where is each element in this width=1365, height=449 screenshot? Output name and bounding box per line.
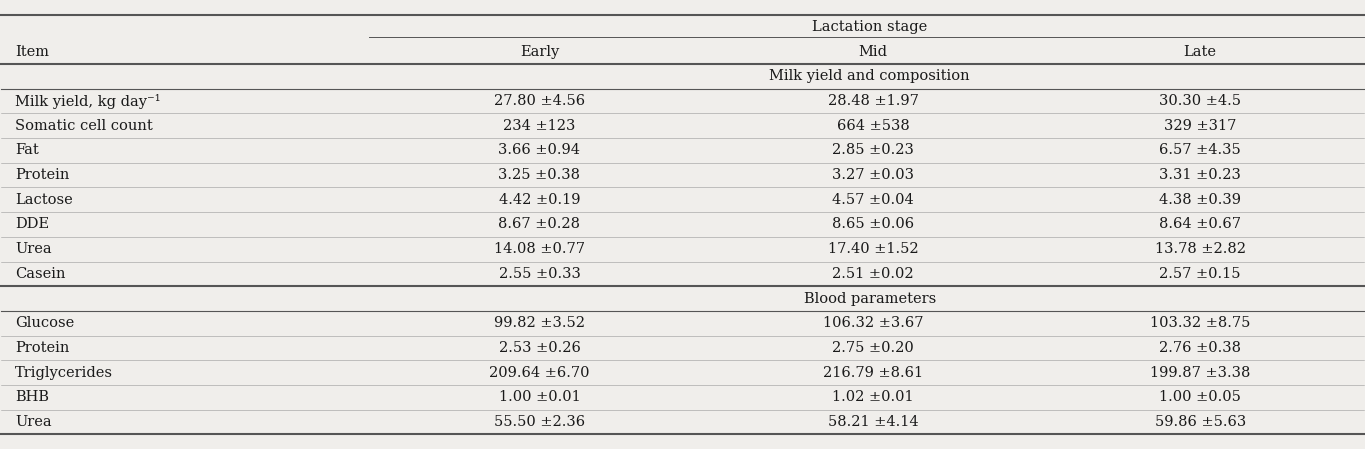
Text: Somatic cell count: Somatic cell count: [15, 119, 153, 133]
Text: Lactose: Lactose: [15, 193, 72, 207]
Text: 55.50 ±2.36: 55.50 ±2.36: [494, 415, 586, 429]
Text: Early: Early: [520, 45, 560, 59]
Text: Glucose: Glucose: [15, 316, 74, 330]
Text: 2.55 ±0.33: 2.55 ±0.33: [498, 267, 580, 281]
Text: 2.53 ±0.26: 2.53 ±0.26: [498, 341, 580, 355]
Text: 2.76 ±0.38: 2.76 ±0.38: [1159, 341, 1241, 355]
Text: 106.32 ±3.67: 106.32 ±3.67: [823, 316, 924, 330]
Text: Protein: Protein: [15, 341, 70, 355]
Text: 1.02 ±0.01: 1.02 ±0.01: [833, 390, 915, 404]
Text: 209.64 ±6.70: 209.64 ±6.70: [489, 365, 590, 379]
Text: Lactation stage: Lactation stage: [812, 20, 927, 34]
Text: 3.66 ±0.94: 3.66 ±0.94: [498, 144, 580, 158]
Text: 3.27 ±0.03: 3.27 ±0.03: [833, 168, 915, 182]
Text: 199.87 ±3.38: 199.87 ±3.38: [1149, 365, 1250, 379]
Text: Triglycerides: Triglycerides: [15, 365, 113, 379]
Text: Mid: Mid: [859, 45, 887, 59]
Text: 4.38 ±0.39: 4.38 ±0.39: [1159, 193, 1241, 207]
Text: BHB: BHB: [15, 390, 49, 404]
Text: Blood parameters: Blood parameters: [804, 291, 936, 305]
Text: 8.65 ±0.06: 8.65 ±0.06: [833, 217, 915, 232]
Text: 59.86 ±5.63: 59.86 ±5.63: [1155, 415, 1246, 429]
Text: 3.25 ±0.38: 3.25 ±0.38: [498, 168, 580, 182]
Text: Milk yield and composition: Milk yield and composition: [770, 70, 971, 84]
Text: 4.42 ±0.19: 4.42 ±0.19: [498, 193, 580, 207]
Text: Item: Item: [15, 45, 49, 59]
Text: 13.78 ±2.82: 13.78 ±2.82: [1155, 242, 1246, 256]
Text: 3.31 ±0.23: 3.31 ±0.23: [1159, 168, 1241, 182]
Text: 2.75 ±0.20: 2.75 ±0.20: [833, 341, 915, 355]
Text: Urea: Urea: [15, 242, 52, 256]
Text: 234 ±123: 234 ±123: [504, 119, 576, 133]
Text: 216.79 ±8.61: 216.79 ±8.61: [823, 365, 923, 379]
Text: 664 ±538: 664 ±538: [837, 119, 909, 133]
Text: Urea: Urea: [15, 415, 52, 429]
Text: 2.57 ±0.15: 2.57 ±0.15: [1159, 267, 1241, 281]
Text: 329 ±317: 329 ±317: [1164, 119, 1237, 133]
Text: 28.48 ±1.97: 28.48 ±1.97: [827, 94, 919, 108]
Text: Milk yield, kg day⁻¹: Milk yield, kg day⁻¹: [15, 94, 161, 109]
Text: DDE: DDE: [15, 217, 49, 232]
Text: Protein: Protein: [15, 168, 70, 182]
Text: 27.80 ±4.56: 27.80 ±4.56: [494, 94, 586, 108]
Text: 58.21 ±4.14: 58.21 ±4.14: [829, 415, 919, 429]
Text: 6.57 ±4.35: 6.57 ±4.35: [1159, 144, 1241, 158]
Text: 4.57 ±0.04: 4.57 ±0.04: [833, 193, 915, 207]
Text: Late: Late: [1183, 45, 1216, 59]
Text: Casein: Casein: [15, 267, 66, 281]
Text: Fat: Fat: [15, 144, 38, 158]
Text: 103.32 ±8.75: 103.32 ±8.75: [1149, 316, 1250, 330]
Text: 1.00 ±0.05: 1.00 ±0.05: [1159, 390, 1241, 404]
Text: 2.85 ±0.23: 2.85 ±0.23: [833, 144, 915, 158]
Text: 99.82 ±3.52: 99.82 ±3.52: [494, 316, 586, 330]
Text: 17.40 ±1.52: 17.40 ±1.52: [829, 242, 919, 256]
Text: 8.64 ±0.67: 8.64 ±0.67: [1159, 217, 1241, 232]
Text: 8.67 ±0.28: 8.67 ±0.28: [498, 217, 580, 232]
Text: 2.51 ±0.02: 2.51 ±0.02: [833, 267, 915, 281]
Text: 30.30 ±4.5: 30.30 ±4.5: [1159, 94, 1241, 108]
Text: 1.00 ±0.01: 1.00 ±0.01: [498, 390, 580, 404]
Text: 14.08 ±0.77: 14.08 ±0.77: [494, 242, 586, 256]
